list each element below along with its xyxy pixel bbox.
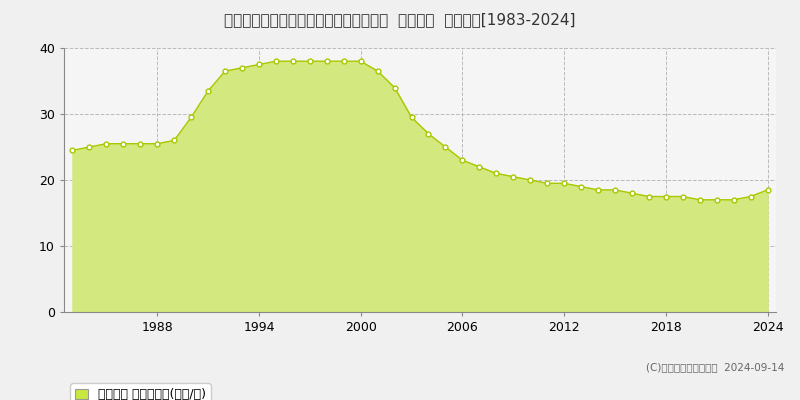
Text: 福井県福井市高木北２丁目１１２番３外  地価公示  地価推移[1983-2024]: 福井県福井市高木北２丁目１１２番３外 地価公示 地価推移[1983-2024] (224, 12, 576, 27)
Legend: 地価公示 平均坪単価(万円/坪): 地価公示 平均坪単価(万円/坪) (70, 383, 210, 400)
Text: (C)土地価格ドットコム  2024-09-14: (C)土地価格ドットコム 2024-09-14 (646, 362, 784, 372)
